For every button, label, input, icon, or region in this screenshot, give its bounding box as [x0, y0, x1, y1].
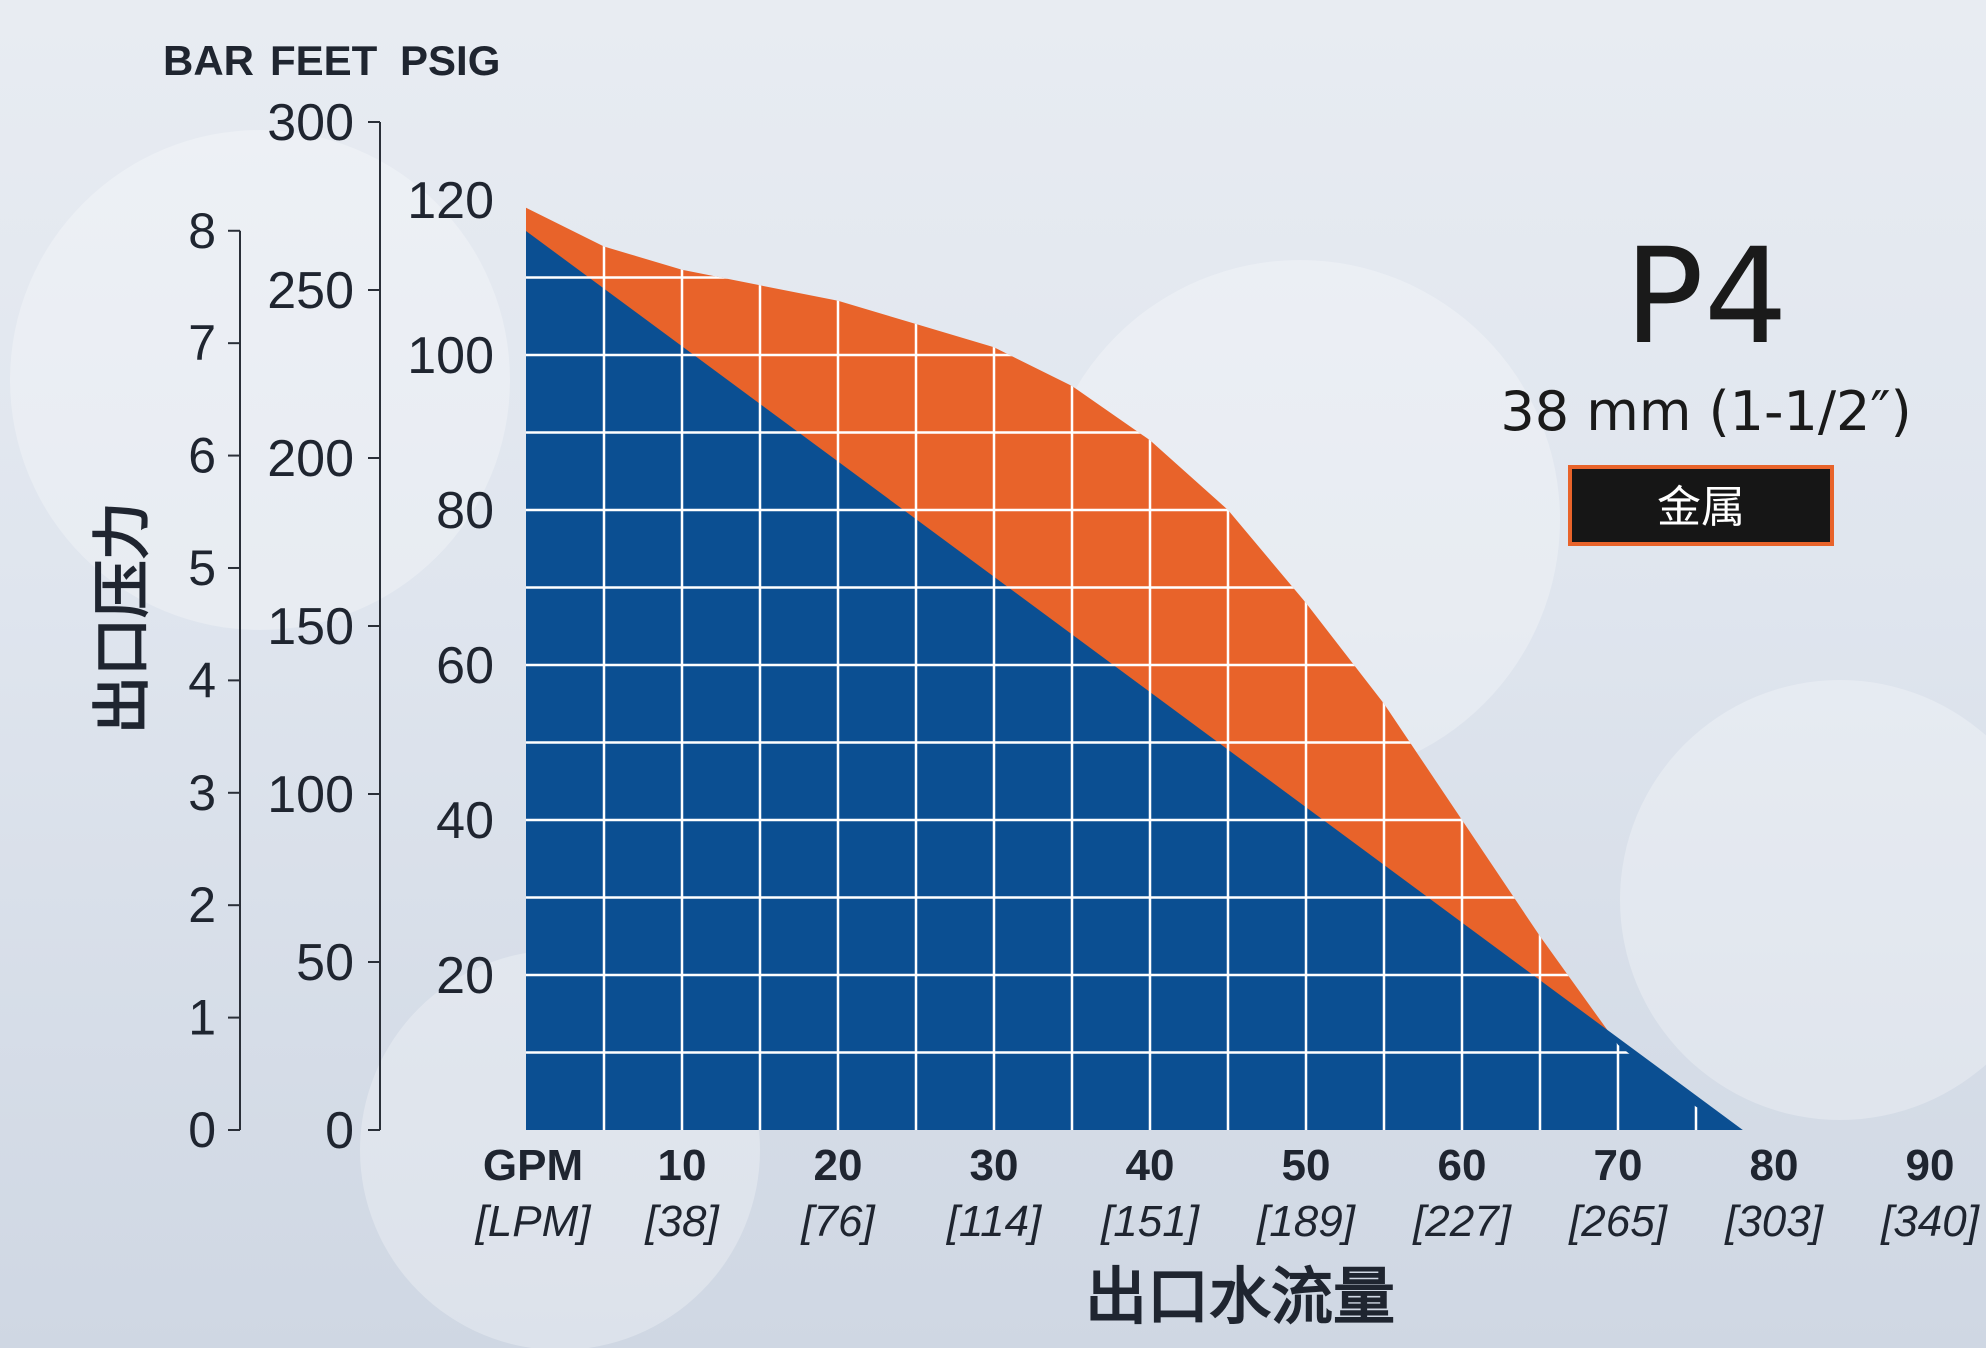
y-tick-label-bar: 5 — [188, 540, 216, 596]
x-tick-label-lpm: [189] — [1256, 1197, 1357, 1246]
x-tick-label-lpm: [303] — [1724, 1197, 1825, 1246]
y-tick-label-feet: 150 — [267, 598, 354, 656]
x-tick-label-gpm: 40 — [1126, 1141, 1175, 1190]
y-tick-label-feet: 100 — [267, 766, 354, 824]
x-axis-unit-gpm: GPM — [483, 1141, 583, 1190]
y-tick-label-bar: 6 — [188, 428, 216, 484]
y-tick-label-feet: 300 — [267, 94, 354, 152]
x-tick-label-gpm: 10 — [658, 1141, 707, 1190]
background-decoration — [10, 130, 1986, 1348]
x-tick-label-lpm: [38] — [644, 1197, 720, 1246]
x-tick-label-gpm: 30 — [970, 1141, 1019, 1190]
plot-areas — [526, 207, 1743, 1131]
background-shape — [1620, 680, 1986, 1120]
y-tick-label-feet: 250 — [267, 262, 354, 320]
y-tick-label-bar: 3 — [188, 765, 216, 821]
y-tick-label-bar: 1 — [188, 990, 216, 1046]
y-tick-label-bar: 7 — [188, 315, 216, 371]
axes: 0123456780501001502002503002040608010012… — [188, 94, 1981, 1246]
material-badge — [1568, 465, 1834, 546]
x-tick-label-gpm: 70 — [1594, 1141, 1643, 1190]
x-tick-label-gpm: 90 — [1906, 1141, 1955, 1190]
x-tick-label-gpm: 20 — [814, 1141, 863, 1190]
model-title: P4 — [1624, 220, 1788, 374]
y-axis-head-psig: PSIG — [400, 37, 500, 84]
y-tick-label-psig: 100 — [407, 327, 494, 385]
y-axis-title: 出口压力 — [88, 502, 156, 734]
x-tick-label-gpm: 60 — [1438, 1141, 1487, 1190]
x-axis-unit-lpm: [LPM] — [475, 1197, 593, 1246]
x-tick-label-lpm: [114] — [946, 1197, 1043, 1246]
y-tick-label-bar: 0 — [188, 1102, 216, 1158]
y-tick-label-bar: 2 — [188, 877, 216, 933]
x-tick-label-lpm: [227] — [1412, 1197, 1513, 1246]
y-tick-label-feet: 200 — [267, 430, 354, 488]
x-tick-label-gpm: 50 — [1282, 1141, 1331, 1190]
model-size: 38 mm (1-1/2″) — [1500, 380, 1911, 443]
x-axis-title: 出口水流量 — [1085, 1260, 1395, 1333]
x-tick-label-gpm: 80 — [1750, 1141, 1799, 1190]
y-tick-label-psig: 80 — [436, 482, 494, 540]
y-tick-label-psig: 60 — [436, 637, 494, 695]
series-area-min — [526, 231, 1743, 1130]
y-tick-label-feet: 0 — [325, 1102, 354, 1160]
y-tick-label-psig: 40 — [436, 792, 494, 850]
y-axis-head-bar: BAR — [163, 37, 254, 84]
y-tick-label-bar: 4 — [188, 652, 216, 708]
x-tick-label-lpm: [151] — [1100, 1197, 1201, 1246]
y-tick-label-bar: 8 — [188, 203, 216, 259]
x-tick-label-lpm: [76] — [800, 1197, 876, 1246]
x-tick-label-lpm: [265] — [1568, 1197, 1669, 1246]
x-tick-label-lpm: [340] — [1880, 1197, 1981, 1246]
material-badge-label: 金属 — [1657, 482, 1745, 533]
background-shape — [10, 130, 510, 630]
y-tick-label-psig: 20 — [436, 947, 494, 1005]
y-tick-label-feet: 50 — [296, 934, 354, 992]
y-axis-head-feet: FEET — [270, 37, 378, 84]
y-tick-label-psig: 120 — [407, 172, 494, 230]
